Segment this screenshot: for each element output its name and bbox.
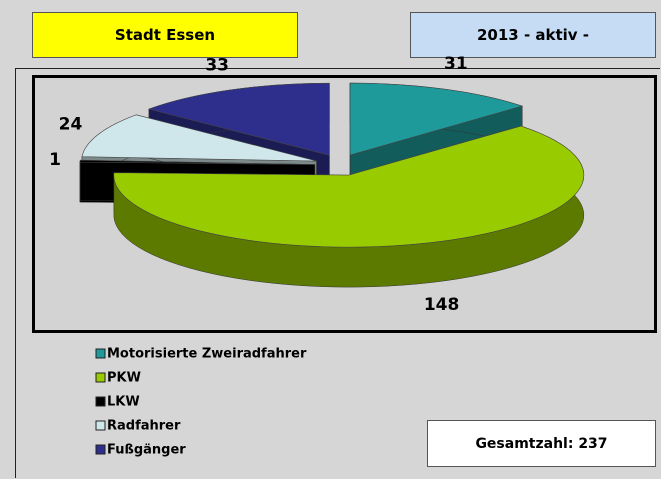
legend-swatch	[95, 372, 106, 383]
legend-label: Radfahrer	[107, 419, 181, 434]
slice	[81, 114, 317, 162]
data-label: 31	[444, 54, 468, 74]
legend-swatch	[95, 396, 106, 407]
legend-label: PKW	[107, 371, 141, 386]
legend-swatch	[95, 444, 106, 455]
frame	[15, 68, 660, 478]
year-box: 2013 - aktiv -	[410, 12, 656, 58]
slice	[79, 159, 315, 165]
data-label: 148	[424, 295, 460, 315]
legend-swatch	[95, 420, 106, 431]
legend-label: Motorisierte Zweiradfahrer	[107, 347, 307, 362]
legend-swatch	[95, 348, 106, 359]
total-box: Gesamtzahl: 237	[427, 420, 656, 467]
legend-label: LKW	[107, 395, 140, 410]
slice	[349, 82, 524, 156]
legend-label: Fußgänger	[107, 443, 186, 458]
region-label: Stadt Essen	[114, 26, 216, 44]
data-label: 24	[59, 114, 83, 134]
data-label: 1	[49, 150, 61, 170]
slice	[147, 82, 330, 156]
year-label: 2013 - aktiv -	[476, 26, 590, 44]
data-label: 33	[205, 55, 229, 75]
total-label: Gesamtzahl: 237	[475, 435, 608, 452]
slice	[113, 125, 585, 248]
region-box: Stadt Essen	[32, 12, 298, 58]
